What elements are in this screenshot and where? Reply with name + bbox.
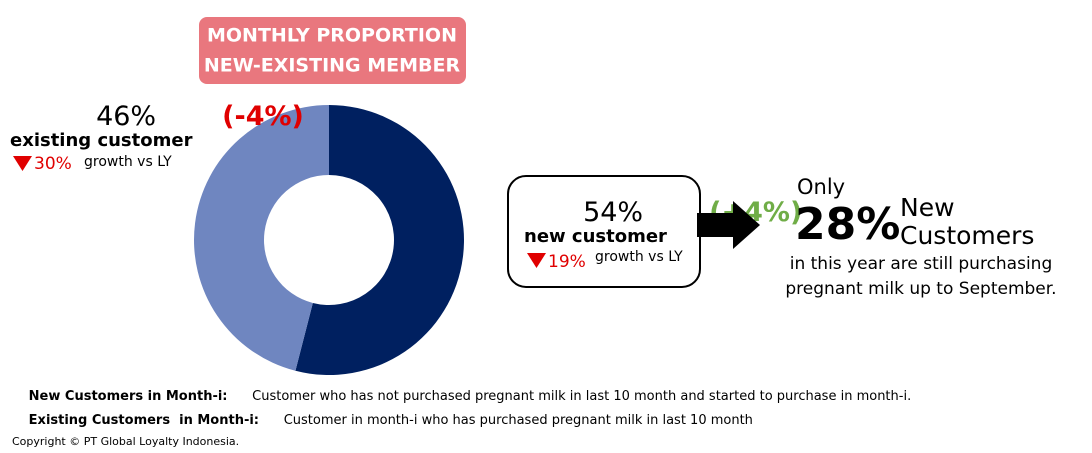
slice <box>193 105 329 371</box>
category-label: new customer <box>524 226 667 247</box>
highlight-value: 28% <box>795 199 900 250</box>
footnote-definition: Customer in month-i who has purchased pr… <box>284 413 753 428</box>
slice <box>295 105 464 375</box>
highlight: Only 28% New Customers in this year are … <box>785 175 1056 299</box>
footnote-term: Existing Customers in Month-i: <box>29 413 259 428</box>
highlight-text: in this year are still purchasing <box>790 254 1053 274</box>
donut-chart <box>193 105 464 375</box>
growth-text: growth vs LY <box>595 249 683 265</box>
existing-callout: 46% (-4%) existing customer 30% growth v… <box>10 101 347 175</box>
down-icon <box>527 253 546 268</box>
copyright: Copyright © PT Global Loyalty Indonesia. <box>12 435 239 448</box>
title-line: NEW-EXISTING MEMBER <box>204 55 461 77</box>
footnote-definition: Customer who has not purchased pregnant … <box>252 389 911 404</box>
title-box: MONTHLY PROPORTION NEW-EXISTING MEMBER <box>199 17 466 84</box>
callout-value: 46% (-4%) <box>36 101 347 132</box>
growth: 30% <box>34 154 72 174</box>
title-background <box>199 17 466 84</box>
highlight-subject: Customers <box>900 221 1034 250</box>
footnote: Existing Customers in Month-i: Customer … <box>8 413 765 428</box>
down-icon <box>13 156 32 171</box>
growth-text: growth vs LY <box>84 154 172 170</box>
value-label: 46% <box>96 101 156 132</box>
value-label: 54% <box>583 197 643 228</box>
change: (-4%) <box>222 101 304 132</box>
arrow <box>697 201 760 249</box>
highlight-prefix: Only <box>797 175 845 199</box>
footnote: New Customers in Month-i: Customer who h… <box>8 389 924 404</box>
footnote-term: New Customers in Month-i: <box>29 389 228 404</box>
category-label: existing customer <box>10 130 193 151</box>
growth: 19% <box>548 252 586 272</box>
highlight-subject: New <box>900 193 955 222</box>
title-line: MONTHLY PROPORTION <box>207 25 457 47</box>
highlight-text: pregnant milk up to September. <box>785 279 1056 299</box>
